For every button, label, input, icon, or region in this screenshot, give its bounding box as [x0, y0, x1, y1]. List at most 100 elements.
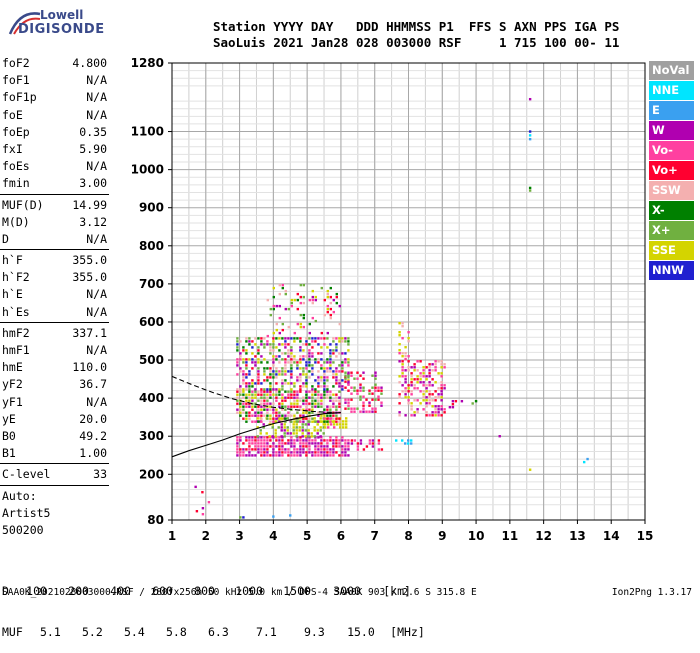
echo-point: [290, 298, 293, 302]
echo-point: [320, 331, 323, 335]
echo-point: [257, 382, 260, 385]
echo-point: [296, 298, 299, 302]
echo-point: [245, 439, 248, 442]
echo-point: [296, 396, 299, 399]
echo-point: [359, 439, 363, 442]
echo-point: [356, 392, 359, 395]
echo-point: [419, 375, 422, 378]
echo-point: [339, 426, 342, 429]
echo-point: [319, 417, 322, 420]
echo-point: [431, 411, 434, 414]
parameter-value: 0.35: [79, 124, 107, 139]
echo-point: [323, 313, 326, 317]
echo-point: [302, 316, 305, 320]
echo-point: [277, 426, 280, 429]
echo-point: [269, 393, 272, 396]
parameter-value: N/A: [86, 394, 107, 409]
echo-point: [287, 439, 290, 442]
echo-point: [359, 442, 363, 445]
echo-point: [259, 432, 262, 435]
echo-point: [410, 442, 413, 445]
echo-point: [329, 436, 332, 439]
echo-point: [308, 364, 311, 367]
echo-point: [248, 448, 251, 451]
echo-point: [311, 417, 314, 420]
echo-point: [284, 417, 287, 420]
echo-point: [419, 402, 422, 405]
echo-point: [434, 381, 437, 384]
echo-point: [333, 426, 336, 429]
echo-point: [275, 451, 278, 454]
echo-point: [311, 367, 314, 370]
muf-distance-cell: 400: [110, 584, 131, 598]
echo-point: [407, 402, 410, 405]
echo-point: [275, 304, 278, 308]
echo-point: [305, 390, 308, 393]
logo-line1: Lowell: [40, 8, 84, 22]
echo-point: [245, 393, 248, 396]
echo-point: [311, 454, 314, 457]
echo-point: [281, 399, 284, 402]
echo-point: [254, 442, 257, 445]
echo-point: [305, 439, 308, 442]
echo-point: [305, 337, 308, 340]
echo-point: [338, 370, 341, 373]
echo-point: [242, 388, 245, 391]
y-tick-label: 300: [139, 429, 164, 443]
echo-point: [305, 382, 308, 385]
echo-point: [284, 379, 287, 382]
echo-point: [398, 402, 401, 405]
echo-point: [416, 387, 419, 390]
echo-point: [347, 376, 350, 379]
echo-point: [305, 417, 308, 420]
echo-point: [341, 454, 344, 457]
echo-point: [359, 410, 362, 413]
echo-point: [528, 186, 532, 190]
echo-point: [308, 322, 311, 326]
echo-point: [284, 382, 287, 385]
echo-point: [284, 373, 287, 376]
echo-point: [335, 292, 338, 296]
echo-point: [272, 417, 275, 420]
echo-point: [313, 435, 316, 438]
echo-point: [278, 417, 281, 420]
echo-point: [263, 393, 266, 396]
echo-point: [311, 346, 314, 349]
echo-point: [434, 360, 437, 363]
echo-point: [440, 387, 443, 390]
echo-point: [323, 451, 326, 454]
echo-point: [308, 376, 311, 379]
echo-point: [326, 390, 329, 393]
echo-point: [528, 468, 532, 471]
echo-point: [293, 331, 296, 335]
echo-point: [278, 331, 281, 335]
echo-point: [347, 373, 350, 376]
parameter-name: foE: [2, 107, 23, 122]
echo-point: [284, 343, 287, 346]
muf-distance-row: D 100 200 400 600 800 1000 1500 3000 [km]: [2, 584, 425, 599]
echo-point: [284, 367, 287, 370]
echo-point: [320, 448, 323, 451]
echo-point: [266, 379, 269, 382]
echo-point: [407, 360, 410, 363]
echo-point: [323, 382, 326, 385]
echo-point: [299, 408, 302, 411]
echo-point: [368, 392, 371, 395]
echo-point: [299, 454, 302, 457]
echo-point: [425, 396, 428, 399]
echo-point: [284, 358, 287, 361]
echo-point: [281, 402, 284, 405]
x-tick-label: 12: [535, 529, 552, 543]
echo-point: [311, 289, 314, 293]
echo-point: [317, 436, 320, 439]
echo-point: [263, 346, 266, 349]
echo-point: [281, 408, 284, 411]
muf-value-cell: 6.3: [208, 624, 229, 639]
echo-point: [410, 366, 413, 369]
echo-point: [320, 367, 323, 370]
echo-point: [257, 393, 260, 396]
echo-point: [239, 411, 242, 414]
echo-point: [320, 393, 323, 396]
echo-point: [347, 379, 350, 382]
echo-point: [341, 367, 344, 370]
